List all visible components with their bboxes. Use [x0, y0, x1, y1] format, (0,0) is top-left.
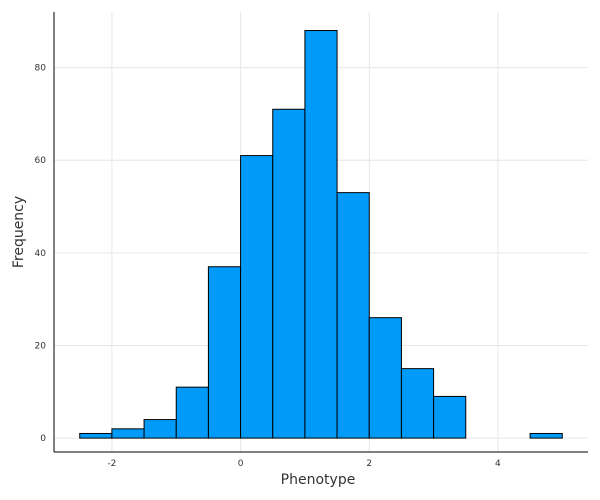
- y-tick-labels: 0 20 40 60 80: [35, 64, 47, 445]
- y-tick-label: 40: [35, 249, 47, 259]
- histogram-bar: [79, 432, 113, 439]
- y-tick-label: 80: [35, 64, 47, 74]
- x-tick-label: 4: [495, 459, 501, 469]
- histogram-bar: [400, 368, 435, 439]
- histogram-bar: [207, 266, 242, 439]
- histogram-bar: [368, 317, 402, 439]
- x-tick-label: 0: [238, 459, 244, 469]
- y-axis-label: Frequency: [11, 196, 27, 268]
- y-tick-label: 0: [40, 434, 46, 444]
- histogram-bar: [175, 386, 209, 439]
- histogram-bar: [336, 192, 370, 439]
- histogram-bar: [240, 155, 274, 439]
- y-tick-label: 20: [35, 341, 47, 351]
- x-axis-label: Phenotype: [281, 472, 356, 488]
- histogram-bar: [272, 108, 306, 439]
- histogram-bar: [143, 419, 177, 439]
- histogram-bar: [433, 395, 467, 439]
- x-tick-labels: -2 0 2 4: [107, 459, 501, 469]
- x-tick-label: -2: [107, 459, 116, 469]
- y-tick-label: 60: [35, 156, 47, 166]
- axes: [53, 12, 588, 453]
- histogram-bar: [529, 432, 563, 439]
- histogram-bar: [111, 428, 145, 439]
- histogram-bars: [79, 30, 563, 439]
- x-tick-label: 2: [366, 459, 372, 469]
- histogram-bar: [304, 30, 338, 439]
